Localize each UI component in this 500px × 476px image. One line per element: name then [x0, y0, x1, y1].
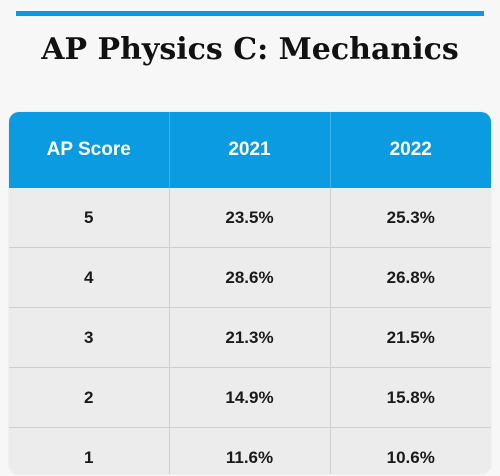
percent-2021-cell: 11.6%	[169, 427, 331, 474]
table-row: 1 11.6% 10.6%	[9, 427, 491, 474]
score-cell: 5	[9, 188, 170, 248]
percent-2022-cell: 10.6%	[330, 427, 491, 474]
score-cell: 2	[9, 367, 170, 428]
table-row: 3 21.3% 21.5%	[9, 307, 491, 368]
table-row: 5 23.5% 25.3%	[9, 188, 491, 248]
percent-2022-cell: 26.8%	[330, 247, 491, 308]
percent-2022-cell: 15.8%	[330, 367, 491, 428]
percent-2021-cell: 21.3%	[169, 307, 331, 368]
table-row: 2 14.9% 15.8%	[9, 367, 491, 428]
score-cell: 4	[9, 247, 170, 308]
score-cell: 1	[9, 427, 170, 474]
percent-2021-cell: 23.5%	[169, 188, 331, 248]
page-title: AP Physics C: Mechanics	[0, 26, 500, 74]
table-header-row: AP Score 2021 2022	[9, 112, 491, 188]
header-2021: 2021	[169, 112, 331, 188]
header-2022: 2022	[330, 112, 491, 188]
table-row: 4 28.6% 26.8%	[9, 247, 491, 308]
percent-2022-cell: 25.3%	[330, 188, 491, 248]
top-accent-bar	[16, 11, 484, 16]
page-title-prefix: AP	[41, 32, 88, 67]
percent-2021-cell: 28.6%	[169, 247, 331, 308]
percent-2021-cell: 14.9%	[169, 367, 331, 428]
score-table-container: AP Score 2021 2022 5 23.5% 25.3% 4 28.6%…	[9, 112, 491, 474]
header-ap-score: AP Score	[9, 112, 170, 188]
score-cell: 3	[9, 307, 170, 368]
score-distribution-table: AP Score 2021 2022 5 23.5% 25.3% 4 28.6%…	[9, 112, 491, 474]
percent-2022-cell: 21.5%	[330, 307, 491, 368]
page-title-subject: Physics C: Mechanics	[97, 32, 459, 67]
